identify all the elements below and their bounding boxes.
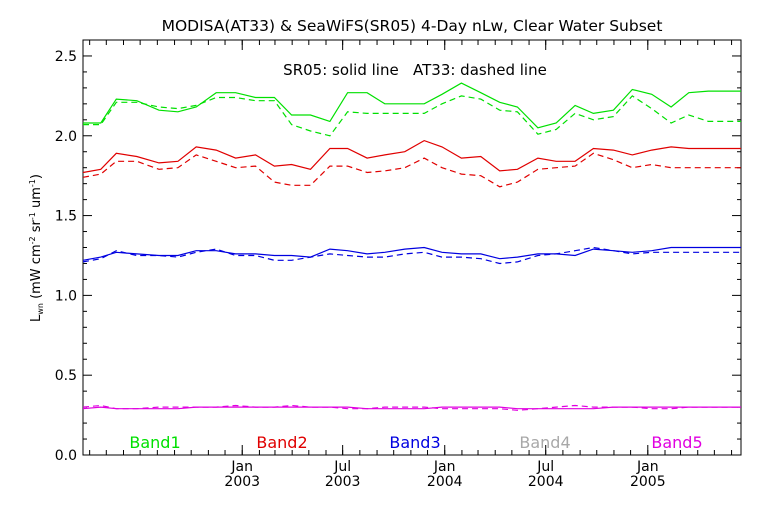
y-tick-label: 1.5 [55, 209, 77, 225]
x-tick-label-month: Jan [433, 459, 456, 475]
y-tick-label: 2.5 [55, 49, 77, 65]
chart-title: MODISA(AT33) & SeaWiFS(SR05) 4-Day nLw, … [162, 17, 663, 35]
legend-item-band1: Band1 [129, 433, 180, 452]
y-axis-ticks: 0.0 0.5 1.0 1.5 2.0 2.5 [55, 39, 741, 464]
x-tick-label-month: Jan [636, 459, 659, 475]
x-tick-label-year: 2005 [630, 474, 666, 490]
x-tick-label-year: 2003 [325, 474, 361, 490]
legend-item-band2: Band2 [256, 433, 307, 452]
series-line-band2-sr05 [82, 139, 741, 174]
y-tick-label: 0.5 [55, 368, 77, 384]
legend-item-band5: Band5 [651, 433, 702, 452]
series-line-band3-at33 [82, 246, 741, 265]
series-lines [82, 82, 741, 411]
legend-item-band4: Band4 [519, 433, 570, 452]
x-tick-label-month: Jan [230, 459, 253, 475]
series-line-band3-sr05 [82, 246, 741, 261]
x-tick-label-month: Jul [333, 459, 351, 475]
legend: Band1 Band2 Band3 Band4 Band5 [129, 433, 702, 452]
x-tick-label-month: Jul [536, 459, 554, 475]
series-line-band1-sr05 [83, 82, 741, 129]
y-tick-label: 1.0 [55, 288, 77, 304]
series-style-annotation: SR05: solid line AT33: dashed line [283, 61, 547, 79]
series-line-band2-at33 [82, 152, 741, 188]
x-tick-label-year: 2004 [528, 474, 564, 490]
series-line-band1-at33 [83, 95, 741, 137]
y-tick-label: 0.0 [55, 448, 77, 464]
x-tick-label-year: 2003 [224, 474, 260, 490]
y-tick-label: 2.0 [55, 129, 77, 145]
series-line-band5-at33 [82, 404, 741, 411]
y-axis-label: Lwn (mW cm-2 sr-1 um-1) [28, 174, 45, 322]
legend-item-band3: Band3 [389, 433, 440, 452]
x-tick-label-year: 2004 [427, 474, 463, 490]
